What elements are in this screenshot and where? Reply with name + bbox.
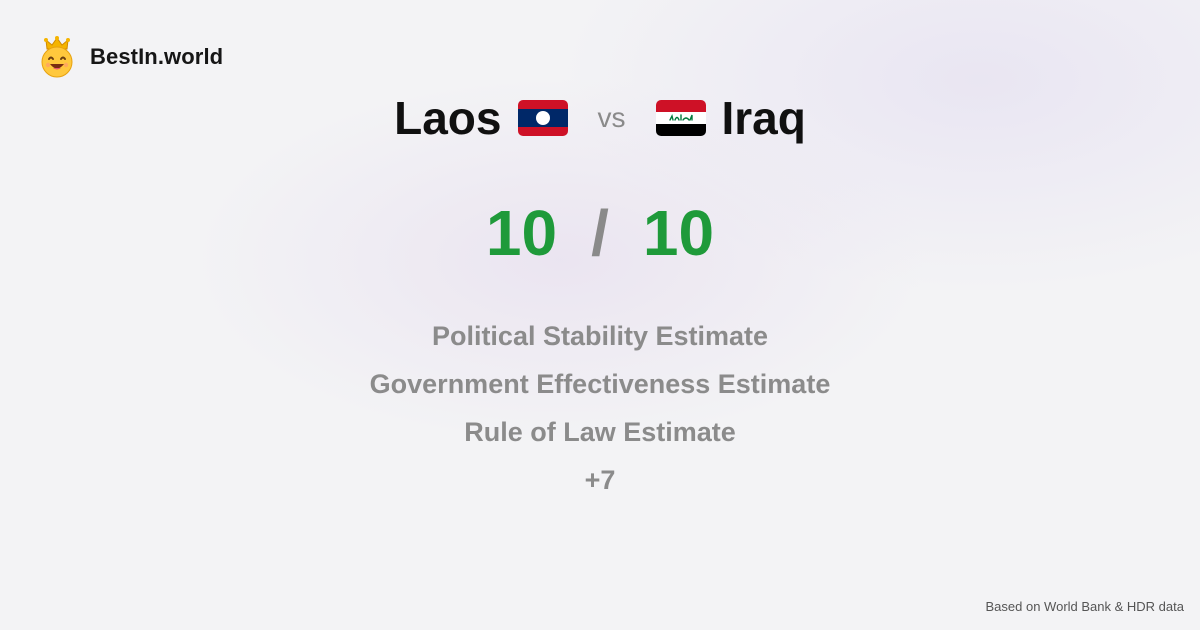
comparison-title: Laos vs Iraq — [0, 88, 1200, 148]
vs-label: vs — [597, 102, 626, 133]
metric-political-stability: Political Stability Estimate — [431, 321, 769, 351]
left-country-name: Laos — [394, 92, 502, 144]
score-row: 10 / 10 — [0, 196, 1200, 270]
left-score: 10 — [485, 197, 558, 269]
metric-rule-of-law: Rule of Law Estimate — [464, 417, 736, 447]
score-separator: / — [591, 197, 609, 269]
right-country-name: Iraq — [721, 92, 806, 144]
brand-name: BestIn.world — [90, 44, 224, 69]
metrics-list: Political Stability Estimate Government … — [0, 312, 1200, 504]
more-metrics-count[interactable]: +7 — [584, 465, 616, 495]
iraq-flag-icon — [655, 100, 706, 136]
metric-government-effectiveness: Government Effectiveness Estimate — [369, 369, 831, 399]
data-source-note: Based on World Bank & HDR data — [985, 599, 1184, 614]
brand[interactable]: BestIn.world — [38, 36, 223, 78]
right-score: 10 — [642, 197, 715, 269]
laos-flag-icon — [517, 100, 568, 136]
crown-smiley-icon — [41, 36, 73, 78]
